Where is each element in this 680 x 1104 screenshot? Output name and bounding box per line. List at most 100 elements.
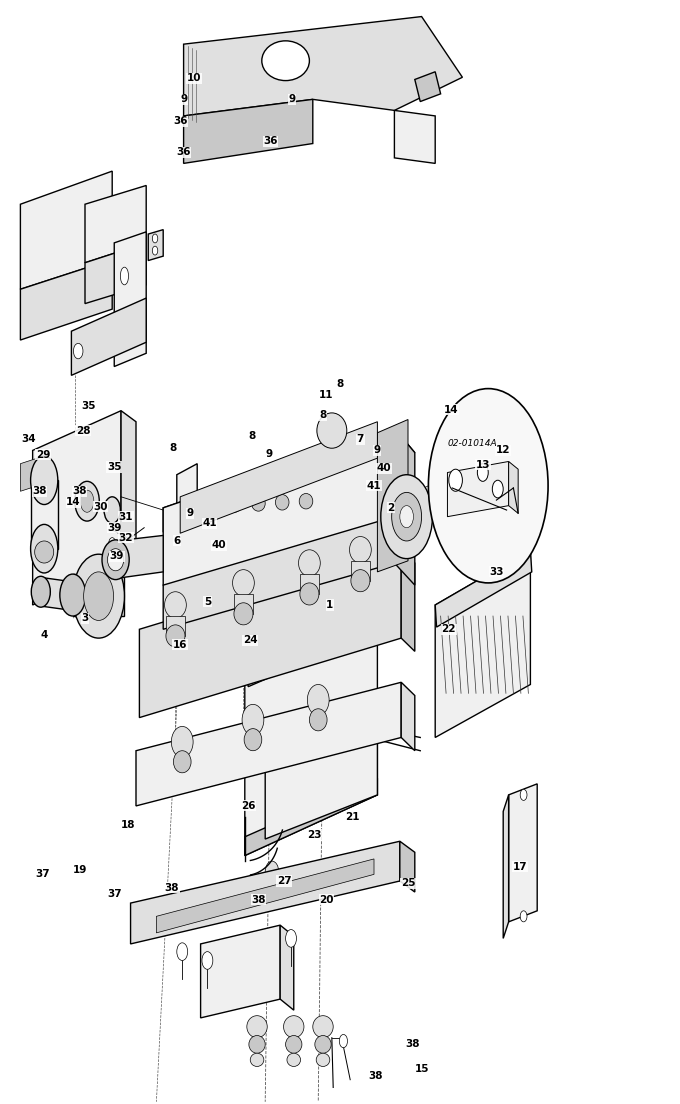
Text: 34: 34 (21, 434, 36, 445)
Polygon shape (180, 422, 377, 533)
Circle shape (492, 480, 503, 498)
Polygon shape (71, 298, 146, 375)
Text: 9: 9 (374, 445, 381, 456)
Ellipse shape (75, 481, 99, 521)
Text: 29: 29 (35, 449, 50, 460)
Polygon shape (184, 17, 462, 116)
Ellipse shape (165, 592, 186, 618)
Text: 38: 38 (368, 1071, 383, 1082)
Text: 21: 21 (345, 811, 360, 822)
Text: 14: 14 (66, 497, 81, 508)
Polygon shape (156, 859, 374, 933)
Text: 39: 39 (107, 522, 122, 533)
Circle shape (202, 952, 213, 969)
Polygon shape (415, 72, 441, 102)
Ellipse shape (318, 861, 331, 883)
Circle shape (40, 452, 48, 465)
Ellipse shape (120, 328, 129, 346)
Text: 9: 9 (265, 448, 272, 459)
Ellipse shape (31, 576, 50, 607)
Text: 38: 38 (32, 486, 47, 497)
Ellipse shape (313, 1016, 333, 1038)
Text: 8: 8 (337, 379, 343, 390)
Ellipse shape (84, 572, 114, 620)
Polygon shape (377, 420, 408, 572)
Ellipse shape (166, 625, 185, 647)
Ellipse shape (204, 498, 218, 513)
Text: 36: 36 (176, 147, 191, 158)
Ellipse shape (262, 41, 309, 81)
Ellipse shape (234, 603, 253, 625)
Text: 7: 7 (357, 434, 364, 445)
Text: 8: 8 (170, 443, 177, 454)
Ellipse shape (107, 549, 124, 571)
Polygon shape (136, 682, 401, 806)
Text: 28: 28 (75, 425, 90, 436)
Ellipse shape (315, 1036, 331, 1053)
Ellipse shape (102, 540, 129, 580)
Circle shape (428, 389, 548, 583)
Text: 41: 41 (367, 480, 381, 491)
Ellipse shape (233, 570, 254, 596)
Ellipse shape (60, 574, 86, 616)
Ellipse shape (299, 550, 320, 576)
Polygon shape (401, 682, 415, 751)
Ellipse shape (31, 524, 58, 573)
Polygon shape (85, 243, 146, 304)
Polygon shape (163, 517, 394, 629)
Ellipse shape (284, 1016, 304, 1038)
Bar (351, 561, 370, 581)
Ellipse shape (35, 541, 54, 563)
Polygon shape (245, 594, 377, 856)
Ellipse shape (298, 707, 325, 751)
Ellipse shape (249, 1036, 265, 1053)
Polygon shape (139, 550, 401, 718)
Ellipse shape (171, 726, 193, 757)
Ellipse shape (228, 497, 241, 512)
Text: 5: 5 (204, 596, 211, 607)
Ellipse shape (80, 490, 94, 512)
Circle shape (109, 538, 116, 549)
Text: 36: 36 (263, 136, 278, 147)
Ellipse shape (317, 413, 347, 448)
Polygon shape (245, 778, 377, 856)
Text: 38: 38 (405, 1039, 420, 1050)
Polygon shape (201, 925, 280, 1018)
Text: 10: 10 (186, 73, 201, 84)
Polygon shape (20, 259, 112, 340)
Polygon shape (509, 784, 537, 922)
Text: 9: 9 (180, 94, 187, 105)
Polygon shape (245, 594, 381, 687)
Ellipse shape (242, 704, 264, 735)
Text: 2: 2 (388, 502, 394, 513)
Ellipse shape (173, 751, 191, 773)
Text: 39: 39 (109, 551, 124, 562)
Text: 19: 19 (73, 864, 88, 875)
Ellipse shape (392, 492, 422, 541)
Text: 14: 14 (443, 404, 458, 415)
Polygon shape (503, 795, 509, 938)
Text: 36: 36 (173, 116, 188, 127)
Ellipse shape (104, 497, 120, 523)
Circle shape (520, 789, 527, 800)
Text: 33: 33 (489, 566, 504, 577)
Bar (300, 574, 319, 594)
Ellipse shape (287, 1053, 301, 1066)
Polygon shape (265, 707, 377, 839)
Ellipse shape (31, 456, 58, 505)
Text: 24: 24 (243, 635, 258, 646)
Ellipse shape (400, 506, 413, 528)
Ellipse shape (301, 707, 322, 729)
Text: 23: 23 (307, 829, 322, 840)
Polygon shape (435, 550, 530, 737)
Polygon shape (280, 925, 294, 1010)
Polygon shape (184, 99, 313, 163)
Text: 17: 17 (513, 861, 528, 872)
Text: 38: 38 (72, 486, 87, 497)
Text: 38: 38 (251, 894, 266, 905)
Text: 25: 25 (401, 878, 415, 889)
Text: 26: 26 (241, 800, 256, 811)
Polygon shape (400, 841, 415, 892)
Polygon shape (401, 550, 415, 651)
Polygon shape (116, 535, 163, 578)
